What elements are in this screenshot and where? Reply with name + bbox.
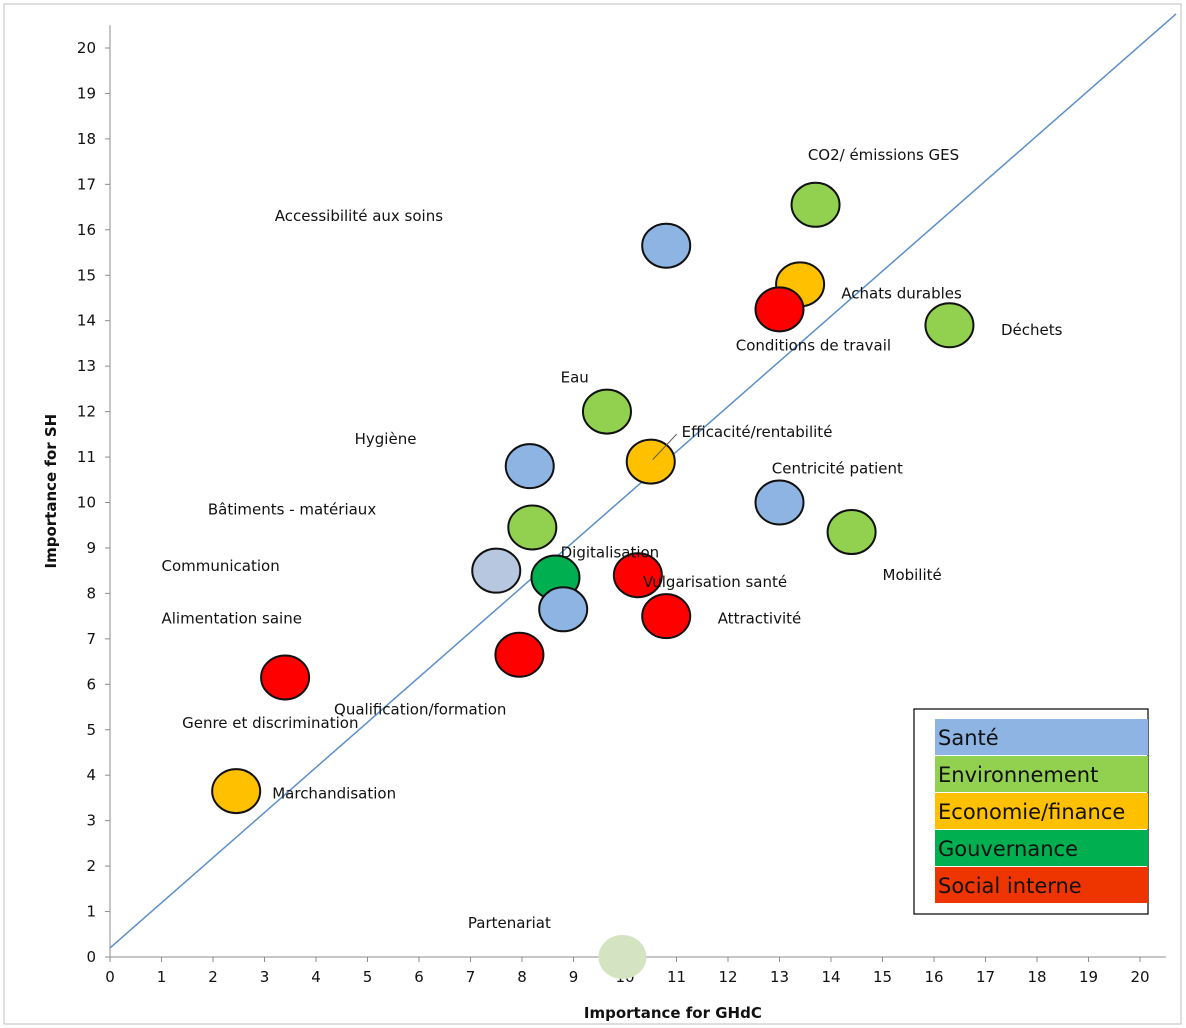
legend-label: Gouvernance	[938, 837, 1078, 861]
data-point	[211, 768, 262, 815]
x-axis-title: Importance for GHdC	[584, 1004, 762, 1022]
legend: Santé Environnement Economie/finance Gouver…	[913, 708, 1149, 915]
x-tick-label: 18	[1027, 968, 1046, 986]
y-tick-label: 19	[77, 84, 96, 102]
data-label: Attractivité	[718, 609, 802, 627]
x-tick-label: 0	[105, 968, 115, 986]
data-label: Partenariat	[468, 914, 551, 932]
legend-label: Economie/finance	[938, 800, 1125, 824]
label-leader-line	[652, 433, 678, 460]
y-tick-label: 3	[86, 812, 96, 830]
data-label: Hygiène	[355, 430, 417, 448]
x-tick-label: 7	[466, 968, 476, 986]
data-point	[612, 552, 663, 599]
data-label: Bâtiments - matériaux	[208, 500, 376, 518]
data-point	[494, 631, 545, 678]
y-tick-label: 14	[77, 312, 96, 330]
legend-swatch	[935, 793, 1148, 829]
data-point	[581, 388, 632, 435]
x-tick-label: 20	[1130, 968, 1149, 986]
data-label: Alimentation saine	[162, 609, 302, 627]
y-tick-label: 2	[86, 857, 96, 875]
data-point	[826, 509, 877, 556]
data-point	[625, 438, 676, 485]
y-tick-label: 17	[77, 175, 96, 193]
y-tick-label: 18	[77, 130, 96, 148]
data-label: Mobilité	[883, 566, 942, 584]
y-tick-label: 6	[86, 675, 96, 693]
x-tick-label: 5	[363, 968, 373, 986]
data-label: Qualification/formation	[334, 700, 506, 718]
data-point	[754, 479, 805, 526]
data-point	[260, 654, 311, 701]
x-tick-label: 12	[718, 968, 737, 986]
data-label: Efficacité/rentabilité	[682, 423, 833, 441]
y-tick-label: 5	[86, 721, 96, 739]
y-tick-label: 13	[77, 357, 96, 375]
y-tick-label: 7	[86, 630, 96, 648]
data-point	[598, 935, 647, 979]
legend-swatch	[935, 867, 1148, 903]
data-label: Eau	[561, 369, 589, 387]
data-point	[641, 593, 692, 640]
axes: 0123456789101112131415161718192001234567…	[77, 25, 1166, 986]
legend-swatch	[935, 830, 1148, 866]
data-label: Achats durables	[841, 284, 962, 302]
x-tick-label: 1	[157, 968, 167, 986]
legend-label: Environnement	[938, 763, 1098, 787]
data-label: Digitalisation	[561, 543, 660, 561]
legend-label: Social interne	[938, 874, 1082, 898]
y-axis-title: Importance for SH	[42, 414, 60, 569]
x-tick-label: 17	[976, 968, 995, 986]
y-tick-label: 1	[86, 903, 96, 921]
data-label: Accessibilité aux soins	[275, 207, 443, 225]
legend-swatch	[935, 719, 1148, 755]
x-tick-label: 13	[770, 968, 789, 986]
x-tick-label: 2	[208, 968, 218, 986]
data-label: Communication	[162, 557, 280, 575]
legend-label: Santé	[938, 726, 999, 750]
y-tick-label: 4	[86, 766, 96, 784]
data-label: Vulgarisation santé	[643, 573, 787, 591]
data-label: CO2/ émissions GES	[808, 146, 959, 164]
legend-swatch	[935, 756, 1148, 792]
x-tick-label: 14	[821, 968, 840, 986]
x-tick-label: 11	[667, 968, 686, 986]
data-point	[924, 302, 975, 349]
point-labels: CO2/ émissions GES Accessibilité aux soin…	[162, 146, 1063, 932]
x-tick-label: 3	[260, 968, 270, 986]
y-tick-label: 8	[86, 584, 96, 602]
y-tick-label: 12	[77, 403, 96, 421]
y-tick-label: 16	[77, 221, 96, 239]
data-label: Marchandisation	[272, 784, 396, 802]
data-points	[211, 181, 975, 979]
x-tick-label: 8	[517, 968, 527, 986]
data-point	[641, 222, 692, 269]
y-tick-label: 15	[77, 266, 96, 284]
data-point	[504, 443, 555, 490]
data-point	[754, 286, 805, 333]
data-point	[507, 504, 558, 551]
y-tick-label: 11	[77, 448, 96, 466]
data-label: Conditions de travail	[736, 337, 891, 355]
x-tick-label: 9	[569, 968, 579, 986]
data-point	[790, 181, 841, 228]
data-point	[471, 547, 522, 594]
y-tick-label: 0	[86, 948, 96, 966]
x-tick-label: 4	[311, 968, 321, 986]
data-point	[538, 586, 589, 633]
x-tick-label: 16	[924, 968, 943, 986]
data-label: Genre et discrimination	[182, 714, 358, 732]
y-tick-label: 9	[86, 539, 96, 557]
data-label: Centricité patient	[772, 459, 903, 477]
data-label: Déchets	[1001, 321, 1063, 339]
x-tick-label: 19	[1079, 968, 1098, 986]
y-tick-label: 10	[77, 494, 96, 512]
x-tick-label: 15	[873, 968, 892, 986]
x-tick-label: 6	[414, 968, 424, 986]
y-tick-label: 20	[77, 39, 96, 57]
